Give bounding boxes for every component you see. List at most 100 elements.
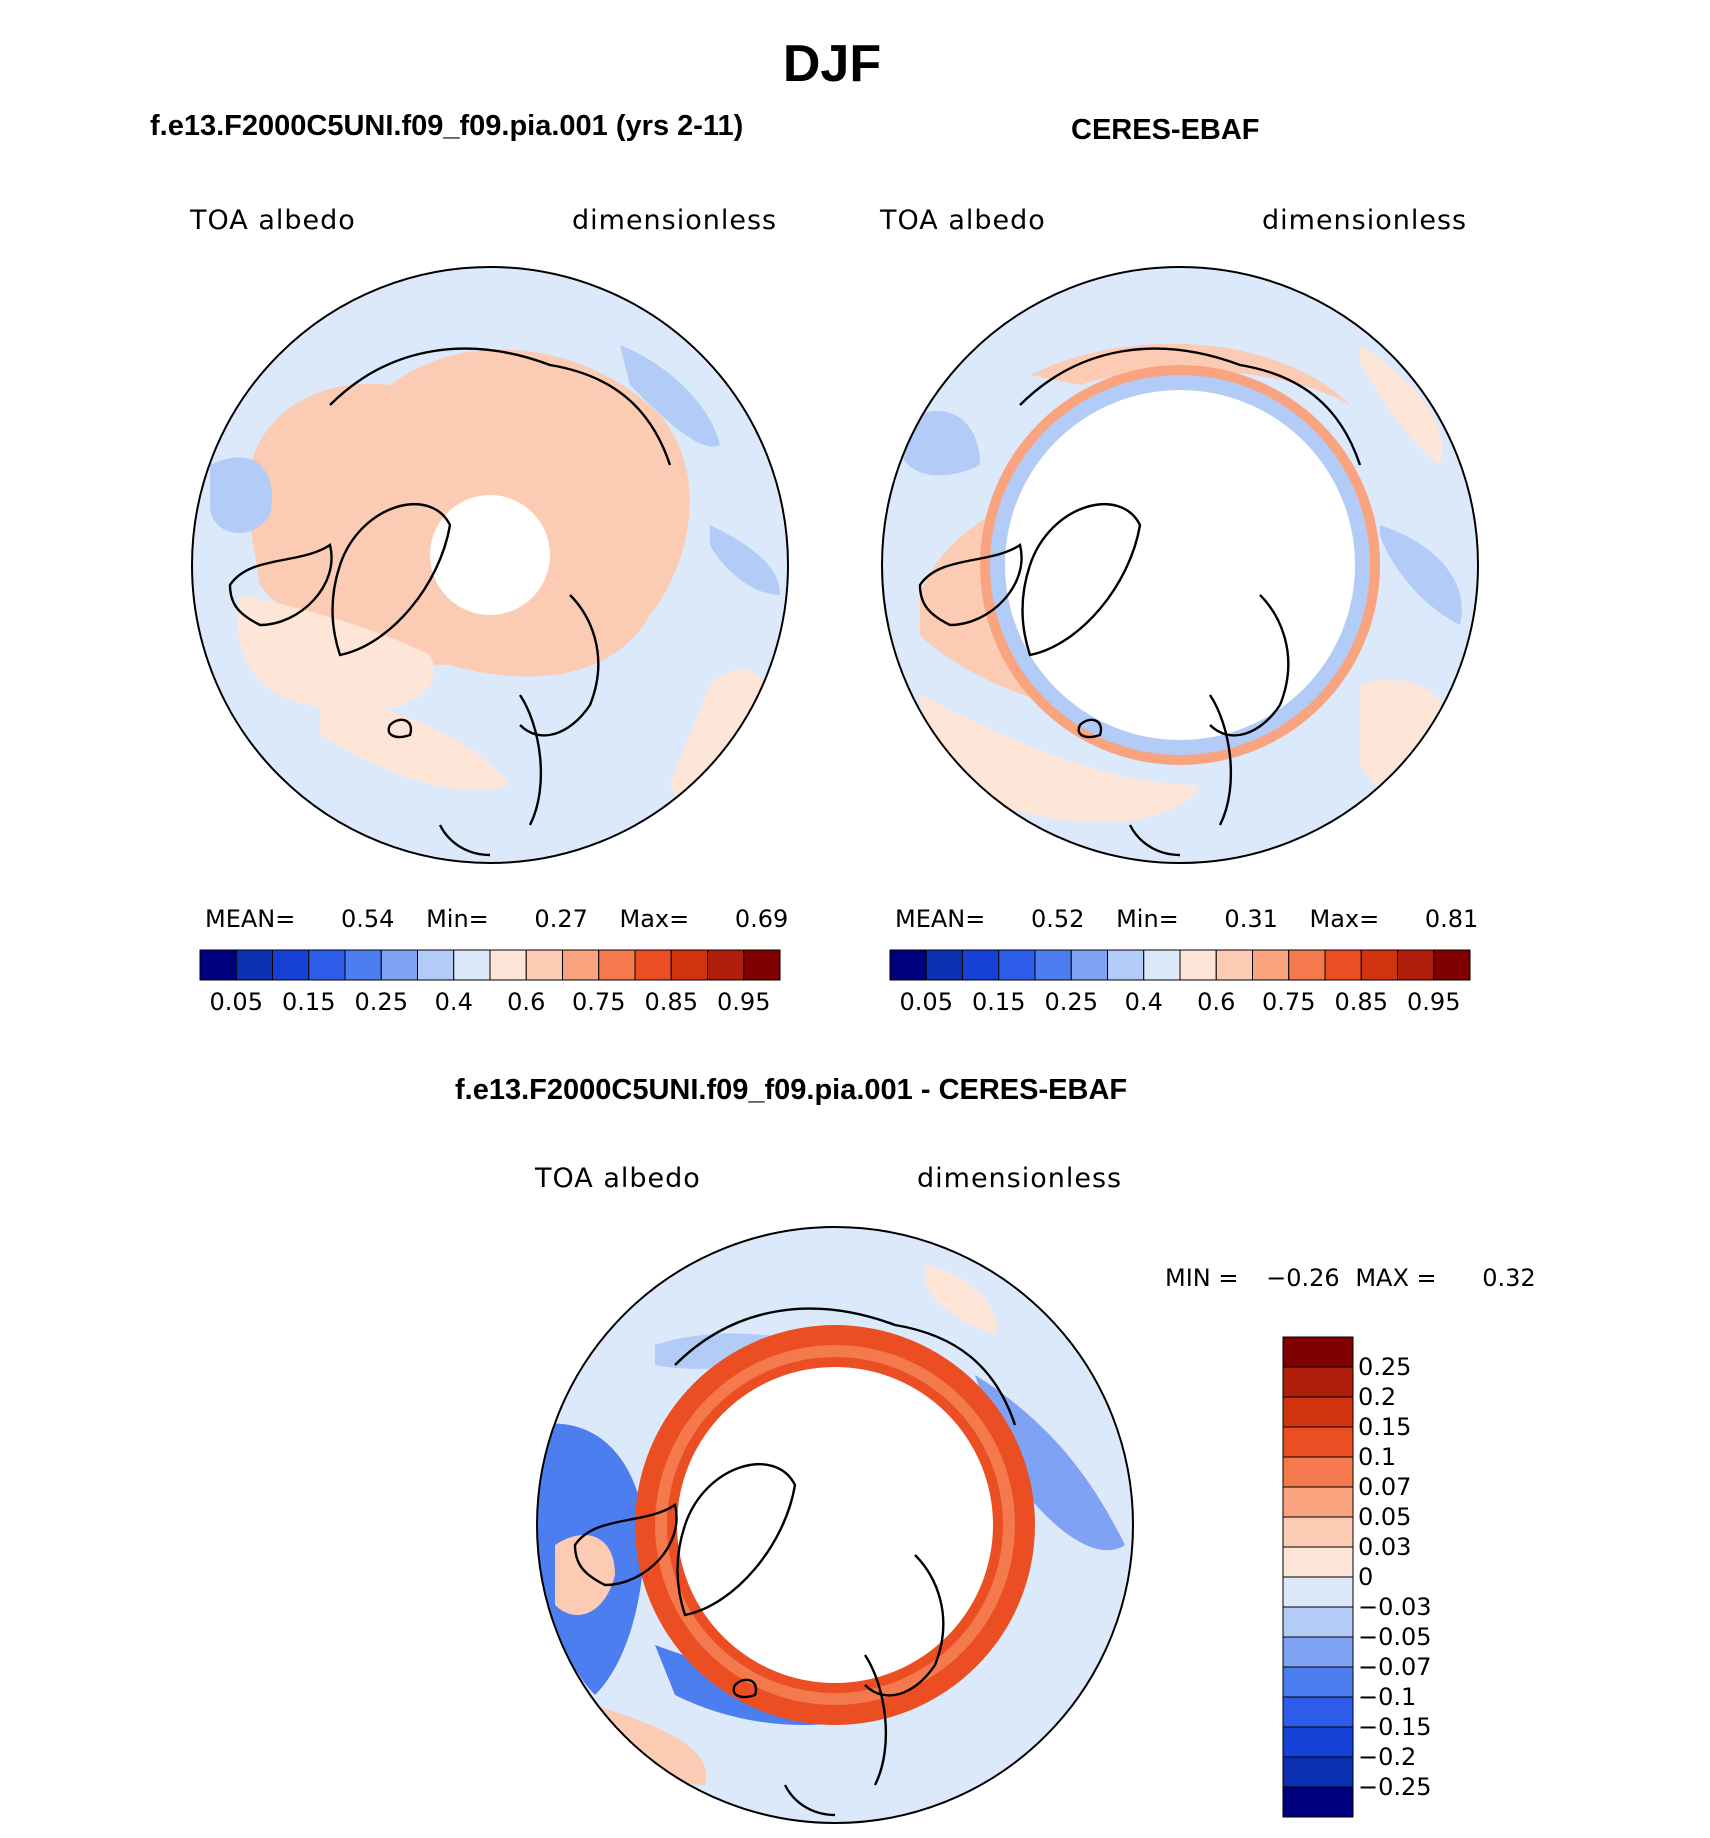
model-tick-label: 0.95 xyxy=(717,988,771,1016)
colorbar-swatch xyxy=(344,949,382,981)
model-tick-label: 0.25 xyxy=(354,988,408,1016)
colorbar-swatch xyxy=(1282,1426,1354,1458)
model-map-fill xyxy=(192,267,788,863)
colorbar-swatch xyxy=(1282,1336,1354,1368)
model-coastlines xyxy=(228,347,672,857)
model-tick-label: 0.85 xyxy=(644,988,698,1016)
colorbar-swatch xyxy=(1282,1486,1354,1518)
diff-units-label: dimensionless xyxy=(917,1163,1123,1194)
model-panel-title: f.e13.F2000C5UNI.f09_f09.pia.001 (yrs 2-… xyxy=(150,110,744,142)
obs-tick-label: 0.25 xyxy=(1044,988,1098,1016)
colorbar-swatch xyxy=(1107,949,1145,981)
colorbar-swatch xyxy=(1252,949,1290,981)
diff-min-value: −0.26 xyxy=(1266,1264,1340,1292)
diff-min-label: MIN = xyxy=(1165,1264,1239,1292)
model-min-value: 0.27 xyxy=(534,905,588,933)
obs-panel-title: CERES-EBAF xyxy=(1071,114,1260,146)
model-colorbar xyxy=(199,949,781,981)
diff-tick-label: 0.05 xyxy=(1358,1503,1412,1531)
diff-colorbar-ticks: 0.25 0.2 0.15 0.1 0.07 0.05 0.03 0 −0.03… xyxy=(1358,1337,1558,1817)
diff-tick-label: −0.2 xyxy=(1358,1743,1417,1771)
colorbar-swatch xyxy=(489,949,527,981)
obs-units-label: dimensionless xyxy=(1262,205,1468,236)
model-polar-map xyxy=(191,266,789,864)
model-tick-label: 0.15 xyxy=(282,988,336,1016)
colorbar-swatch xyxy=(670,949,708,981)
colorbar-swatch xyxy=(1282,1786,1354,1818)
obs-max-value: 0.81 xyxy=(1424,905,1479,933)
colorbar-swatch xyxy=(1360,949,1398,981)
diff-coastlines xyxy=(573,1307,1017,1817)
colorbar-swatch xyxy=(1282,1606,1354,1638)
obs-mean-label: MEAN= xyxy=(895,905,986,933)
diff-tick-label: −0.03 xyxy=(1358,1593,1432,1621)
obs-tick-label: 0.95 xyxy=(1407,988,1461,1016)
obs-tick-label: 0.05 xyxy=(899,988,953,1016)
model-tick-label: 0.75 xyxy=(572,988,626,1016)
colorbar-swatch xyxy=(417,949,455,981)
colorbar-swatch xyxy=(1070,949,1108,981)
figure-title: DJF xyxy=(782,35,882,93)
diff-polar-map xyxy=(536,1226,1134,1824)
colorbar-swatch xyxy=(525,949,563,981)
colorbar-swatch xyxy=(889,949,927,981)
obs-tick-label: 0.85 xyxy=(1334,988,1388,1016)
diff-panel-title: f.e13.F2000C5UNI.f09_f09.pia.001 - CERES… xyxy=(455,1074,1128,1106)
obs-coastlines xyxy=(918,347,1362,857)
obs-min-label: Min= xyxy=(1116,905,1179,933)
obs-colorbar xyxy=(889,949,1471,981)
diff-tick-label: 0.07 xyxy=(1358,1473,1412,1501)
model-colorbar-ticks: 0.05 0.15 0.25 0.4 0.6 0.75 0.85 0.95 xyxy=(200,988,780,1018)
diff-variable-label: TOA albedo xyxy=(535,1163,701,1194)
diff-colorbar xyxy=(1282,1336,1354,1818)
colorbar-swatch xyxy=(1397,949,1435,981)
colorbar-swatch xyxy=(235,949,273,981)
obs-stats: MEAN= 0.52 Min= 0.31 Max= 0.81 xyxy=(895,905,1478,933)
obs-mean-value: 0.52 xyxy=(1031,905,1085,933)
colorbar-swatch xyxy=(1433,949,1471,981)
obs-min-value: 0.31 xyxy=(1224,905,1278,933)
colorbar-swatch xyxy=(707,949,745,981)
obs-polar-map xyxy=(881,266,1479,864)
colorbar-swatch xyxy=(598,949,636,981)
colorbar-swatch xyxy=(1215,949,1253,981)
diff-tick-label: −0.25 xyxy=(1358,1773,1432,1801)
colorbar-swatch xyxy=(925,949,963,981)
diff-max-value: 0.32 xyxy=(1482,1264,1536,1292)
colorbar-swatch xyxy=(1034,949,1072,981)
obs-colorbar-ticks: 0.05 0.15 0.25 0.4 0.6 0.75 0.85 0.95 xyxy=(890,988,1470,1018)
colorbar-swatch xyxy=(1282,1366,1354,1398)
obs-tick-label: 0.15 xyxy=(972,988,1026,1016)
obs-tick-label: 0.75 xyxy=(1262,988,1316,1016)
diff-minmax: MIN = −0.26 MAX = 0.32 xyxy=(1165,1264,1536,1292)
colorbar-swatch xyxy=(1282,1636,1354,1668)
obs-variable-label: TOA albedo xyxy=(880,205,1046,236)
diff-tick-label: −0.15 xyxy=(1358,1713,1432,1741)
diff-tick-label: 0.15 xyxy=(1358,1413,1412,1441)
colorbar-swatch xyxy=(562,949,600,981)
colorbar-swatch xyxy=(380,949,418,981)
colorbar-swatch xyxy=(1282,1666,1354,1698)
colorbar-swatch xyxy=(453,949,491,981)
colorbar-swatch xyxy=(199,949,237,981)
diff-tick-label: 0.03 xyxy=(1358,1533,1412,1561)
colorbar-swatch xyxy=(1288,949,1326,981)
model-stats: MEAN= 0.54 Min= 0.27 Max= 0.69 xyxy=(205,905,788,933)
colorbar-swatch xyxy=(1282,1576,1354,1608)
model-units-label: dimensionless xyxy=(572,205,778,236)
diff-tick-label: −0.07 xyxy=(1358,1653,1432,1681)
colorbar-swatch xyxy=(1282,1726,1354,1758)
colorbar-swatch xyxy=(1282,1396,1354,1428)
model-tick-label: 0.6 xyxy=(507,988,546,1016)
diff-max-label: MAX = xyxy=(1355,1264,1437,1292)
diff-map-fill xyxy=(537,1227,1133,1823)
model-tick-label: 0.4 xyxy=(434,988,473,1016)
colorbar-swatch xyxy=(272,949,310,981)
model-min-label: Min= xyxy=(426,905,489,933)
model-tick-label: 0.05 xyxy=(209,988,263,1016)
obs-max-label: Max= xyxy=(1309,905,1380,933)
colorbar-swatch xyxy=(1282,1756,1354,1788)
colorbar-swatch xyxy=(1179,949,1217,981)
diff-tick-label: −0.1 xyxy=(1358,1683,1417,1711)
model-max-label: Max= xyxy=(619,905,690,933)
